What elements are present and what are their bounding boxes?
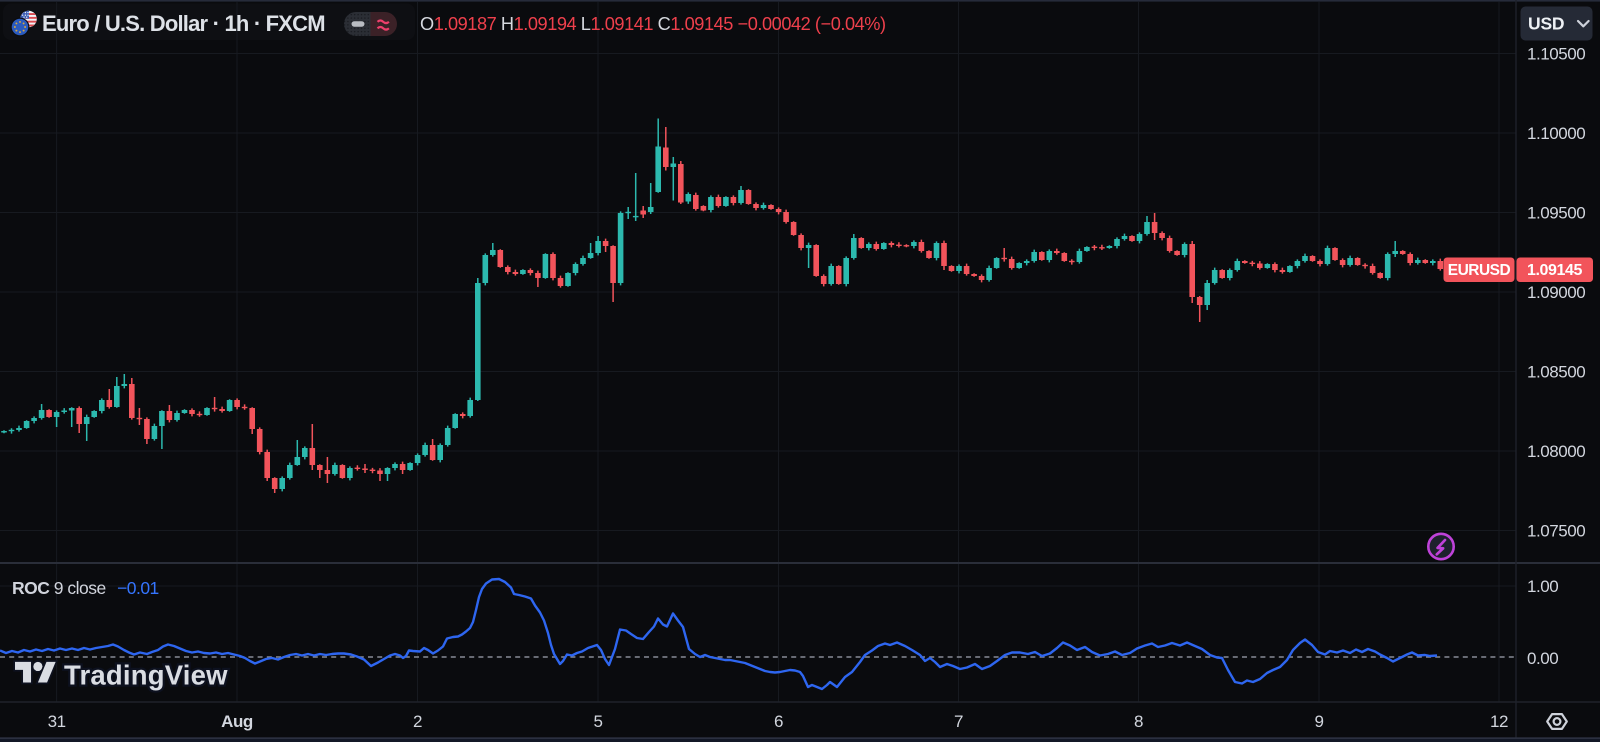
- svg-text:ROC 9 close: ROC 9 close: [12, 578, 106, 598]
- svg-text:31: 31: [48, 712, 66, 731]
- svg-text:12: 12: [1490, 712, 1508, 731]
- svg-text:2: 2: [413, 712, 422, 731]
- svg-text:1.08000: 1.08000: [1527, 442, 1585, 461]
- svg-text:0.00: 0.00: [1527, 649, 1558, 668]
- svg-text:TradingView: TradingView: [64, 660, 228, 691]
- svg-text:1.09000: 1.09000: [1527, 283, 1585, 302]
- svg-text:1.00: 1.00: [1527, 577, 1558, 596]
- svg-text:1.07500: 1.07500: [1527, 522, 1585, 541]
- svg-text:9: 9: [1314, 712, 1323, 731]
- svg-text:1.08500: 1.08500: [1527, 363, 1585, 382]
- svg-text:8: 8: [1134, 712, 1143, 731]
- svg-text:5: 5: [593, 712, 602, 731]
- svg-text:Aug: Aug: [221, 712, 253, 731]
- svg-text:EURUSD: EURUSD: [1448, 262, 1511, 279]
- svg-text:O1.09187 H1.09194 L1.09141 C1.: O1.09187 H1.09194 L1.09141 C1.09145 −0.0…: [420, 14, 886, 34]
- svg-text:1.10000: 1.10000: [1527, 124, 1585, 143]
- svg-text:−0.01: −0.01: [117, 578, 159, 598]
- svg-text:Euro / U.S. Dollar · 1h · FXCM: Euro / U.S. Dollar · 1h · FXCM: [42, 11, 325, 36]
- svg-text:1.10500: 1.10500: [1527, 45, 1585, 64]
- svg-text:7: 7: [954, 712, 963, 731]
- svg-text:1.09145: 1.09145: [1527, 262, 1583, 279]
- svg-text:6: 6: [774, 712, 783, 731]
- svg-text:1.09500: 1.09500: [1527, 204, 1585, 223]
- svg-text:USD: USD: [1528, 14, 1564, 34]
